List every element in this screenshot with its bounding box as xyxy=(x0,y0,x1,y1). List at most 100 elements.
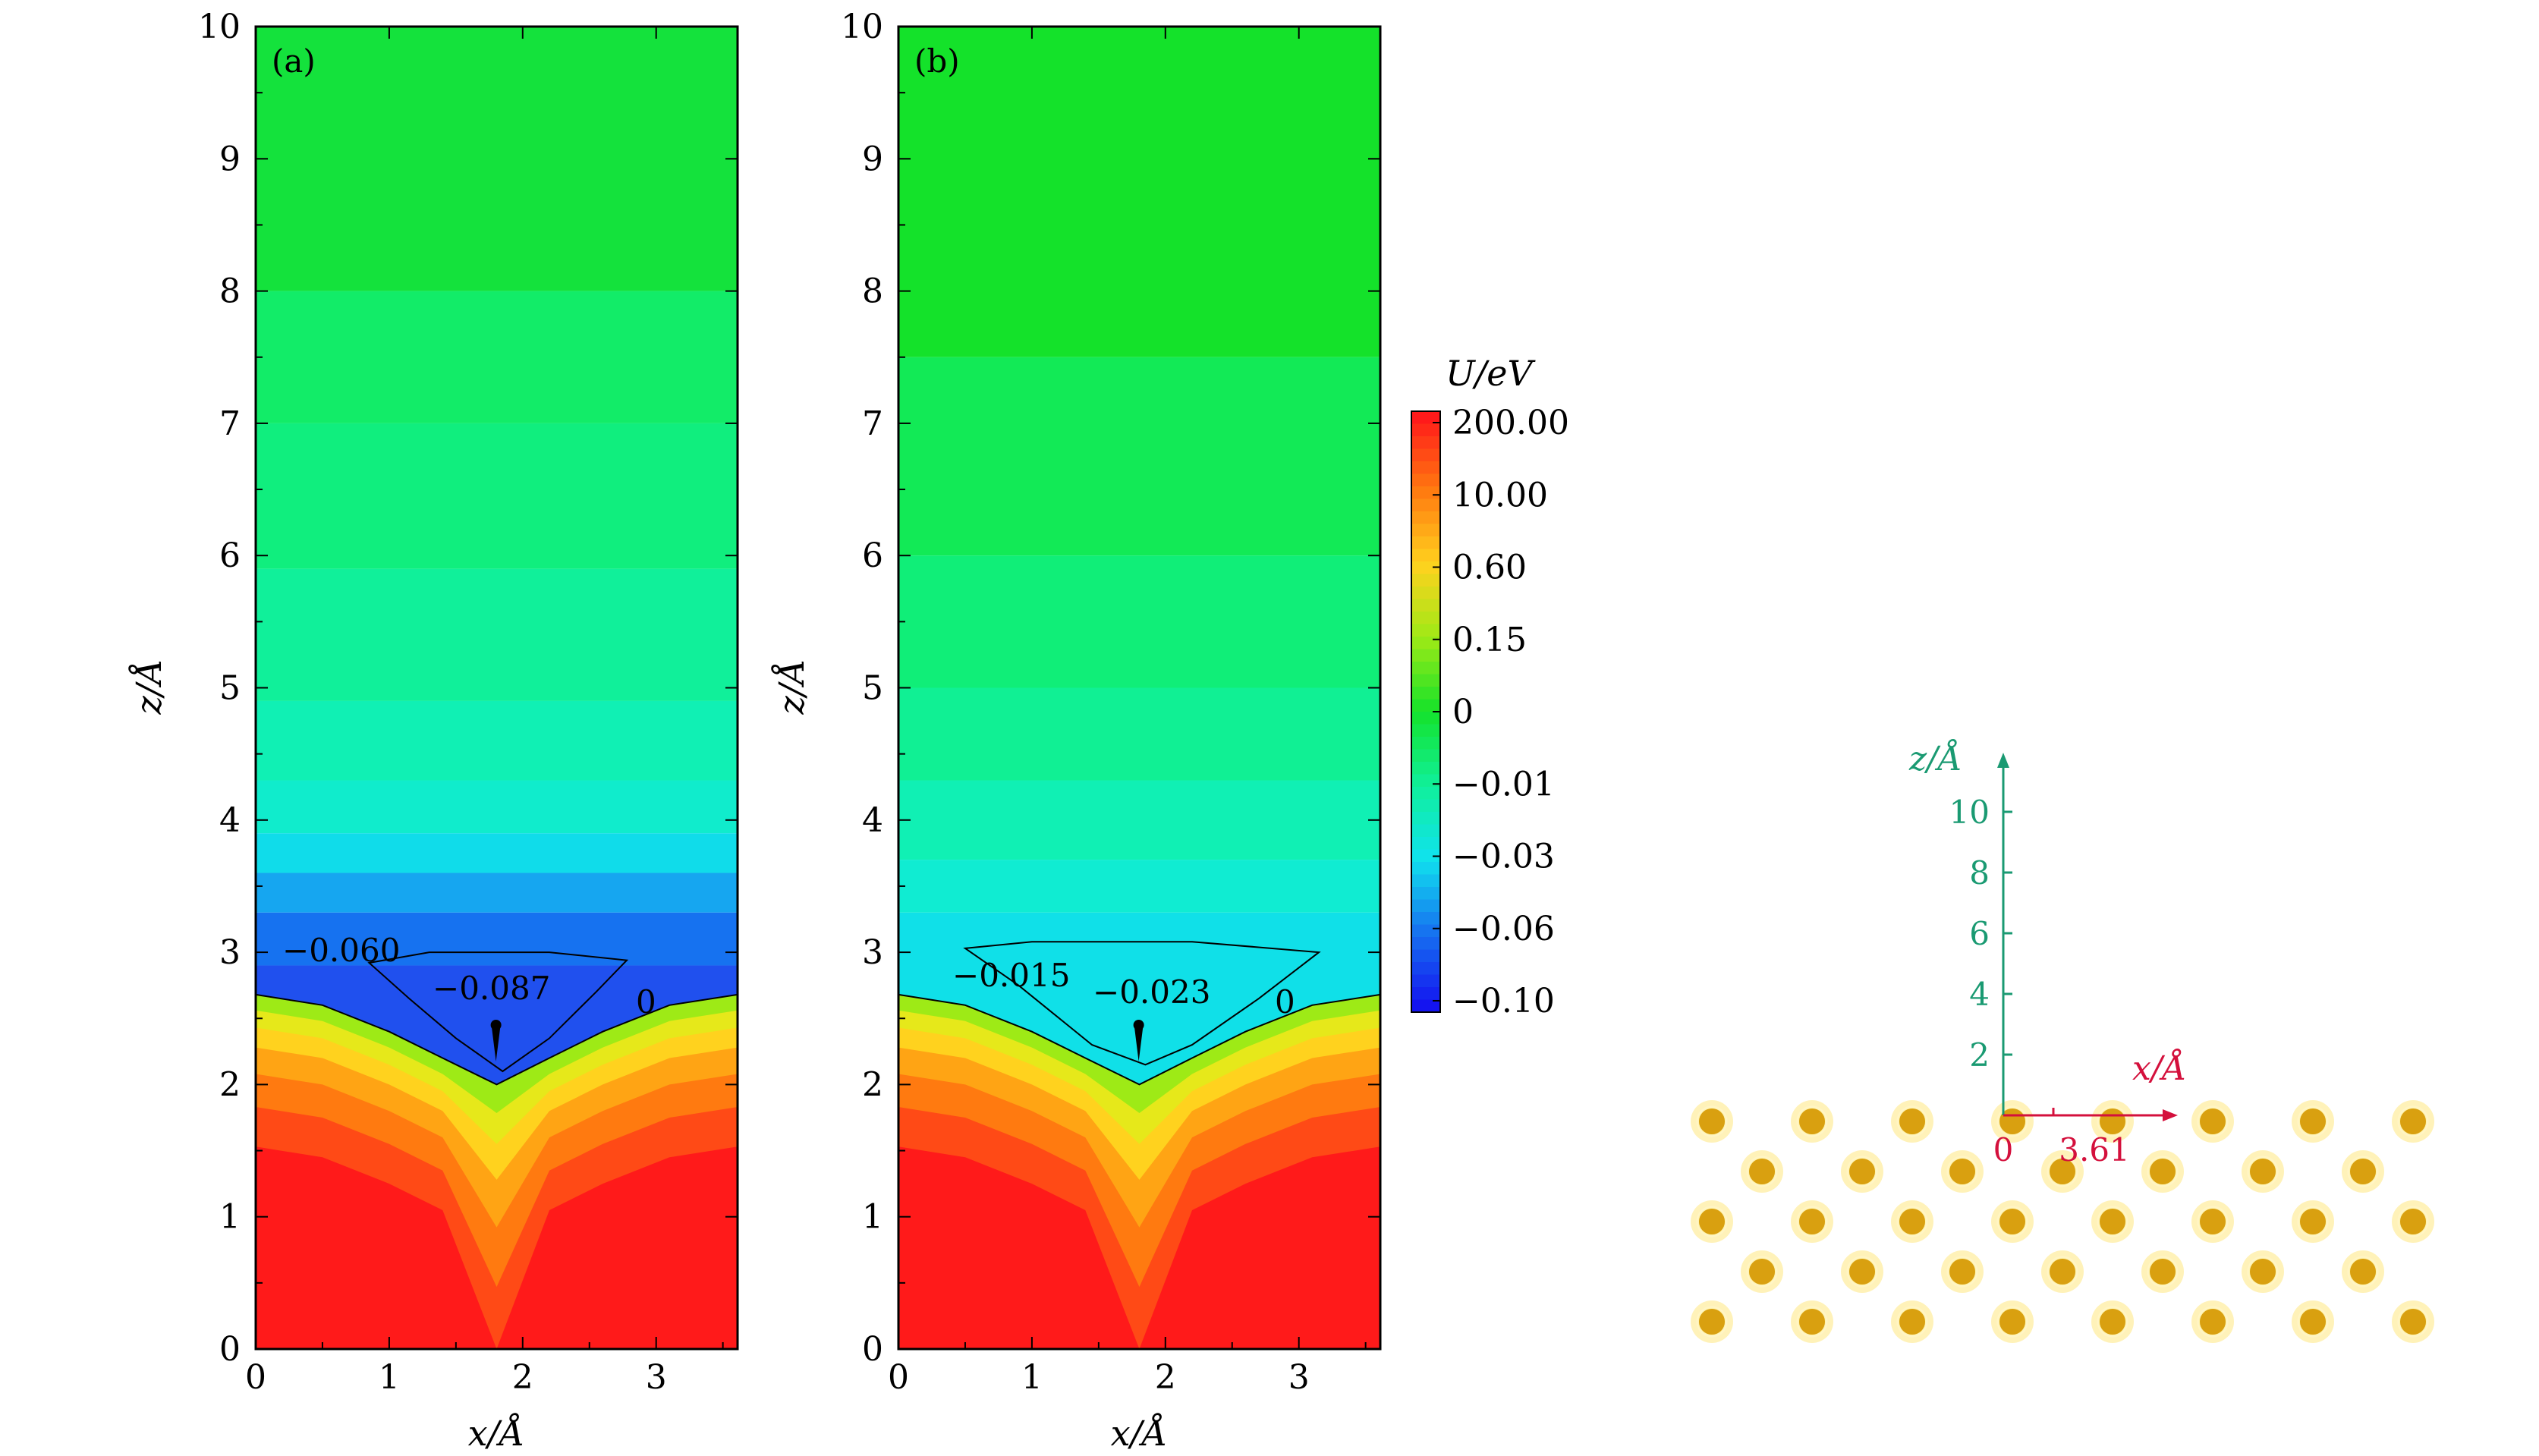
colorbar-swatch xyxy=(1411,461,1440,475)
field-band xyxy=(898,555,1380,688)
colorbar-swatch xyxy=(1411,423,1440,437)
colorbar-swatch xyxy=(1411,712,1440,725)
atom-core xyxy=(1899,1109,1925,1134)
atom-core xyxy=(2250,1259,2276,1285)
x-tick-label: 2 xyxy=(1155,1358,1176,1397)
field-band xyxy=(256,291,738,423)
colorbar-swatch xyxy=(1411,762,1440,775)
field-band xyxy=(898,780,1380,860)
atom-core xyxy=(2400,1309,2426,1335)
z-axis-ticks: 2 4 6 8 10 xyxy=(1949,794,2012,1074)
colorbar-swatch xyxy=(1411,887,1440,901)
y-tick-label: 10 xyxy=(198,8,241,46)
field-band xyxy=(898,357,1380,556)
panel-b-contours xyxy=(898,941,1381,1086)
atom-core xyxy=(1999,1209,2025,1234)
panel-a-contour-label-inner: −0.087 xyxy=(433,970,550,1007)
z-axis-arrowhead xyxy=(1997,753,2009,768)
colorbar-swatch xyxy=(1411,899,1440,913)
panel-a-field xyxy=(256,27,738,1085)
panel-a-y-axis-label: z/Å xyxy=(127,659,169,715)
field-band xyxy=(256,27,738,291)
panel-a: 0 1 2 3 0 1 2 3 4 5 6 7 8 9 10 (a) x/Å z/Å 0 −0.060 −… xyxy=(127,8,739,1454)
panel-b-x-ticks: 0 1 2 3 xyxy=(888,27,1367,1397)
colorbar-swatch xyxy=(1411,912,1440,926)
y-tick-label: 0 xyxy=(219,1330,241,1369)
panel-b-contour-label-zero: 0 xyxy=(1275,983,1295,1020)
y-tick-label: 8 xyxy=(862,272,883,311)
contour-outer xyxy=(963,941,1321,1066)
z-tick-label: 2 xyxy=(1969,1036,1990,1074)
colorbar-swatch xyxy=(1411,974,1440,988)
y-tick-label: 2 xyxy=(219,1065,241,1104)
colorbar-swatch xyxy=(1411,812,1440,825)
panel-a-contour-label-outer: −0.060 xyxy=(282,932,400,969)
atom-core xyxy=(2100,1209,2125,1234)
panel-b-contour-label-inner: −0.023 xyxy=(1093,973,1210,1011)
atom-core xyxy=(2050,1159,2075,1184)
y-tick-label: 6 xyxy=(862,536,883,575)
colorbar-tick-label: −0.03 xyxy=(1452,838,1555,876)
colorbar-swatch xyxy=(1411,574,1440,587)
atom-core xyxy=(2300,1109,2326,1134)
contour-zero xyxy=(898,993,1381,1086)
colorbar-swatch xyxy=(1411,949,1440,963)
colorbar-tick-label: −0.06 xyxy=(1452,910,1555,948)
field-band xyxy=(256,912,738,966)
z-tick-label: 10 xyxy=(1949,794,1990,831)
colorbar-swatch xyxy=(1411,674,1440,687)
colorbar-swatch xyxy=(1411,687,1440,700)
atom-core xyxy=(1799,1309,1825,1335)
colorbar-swatch xyxy=(1411,624,1440,637)
x-tick-label: 0 xyxy=(245,1358,266,1397)
atom-core xyxy=(1899,1209,1925,1234)
atom-core xyxy=(1699,1109,1725,1134)
panel-b-y-ticks: 0 1 2 3 4 5 6 7 8 9 10 xyxy=(841,8,1380,1369)
atom-core xyxy=(2350,1159,2376,1184)
surface-core-right xyxy=(576,1216,738,1349)
colorbar: 200.00 10.00 0.60 0.15 0 −0.01 −0.03 −0.06 −0.10… xyxy=(1411,353,1569,1020)
atom-core xyxy=(1799,1209,1825,1234)
colorbar-swatch xyxy=(1411,411,1440,425)
colorbar-swatch xyxy=(1411,774,1440,788)
field-band xyxy=(898,687,1380,781)
atom-core xyxy=(1799,1109,1825,1134)
colorbar-tick-label: 0.15 xyxy=(1452,621,1527,659)
z-tick-label: 6 xyxy=(1969,915,1990,952)
colorbar-tick-label: 10.00 xyxy=(1452,476,1548,514)
atom-core xyxy=(1699,1309,1725,1335)
atom-core xyxy=(2100,1309,2125,1335)
panel-b-field xyxy=(898,27,1380,1085)
y-tick-label: 8 xyxy=(219,272,241,311)
atom-core xyxy=(2050,1259,2075,1285)
atom-core xyxy=(2350,1259,2376,1285)
panel-a-surface-fill xyxy=(256,994,738,1349)
atom-core xyxy=(1699,1209,1725,1234)
lattice-constant-label: 3.61 xyxy=(2059,1131,2130,1168)
colorbar-tick-label: 200.00 xyxy=(1452,404,1569,442)
field-band xyxy=(256,873,738,913)
colorbar-swatch xyxy=(1411,662,1440,675)
panel-b-label: (b) xyxy=(914,42,960,80)
contour-zero xyxy=(255,993,738,1086)
colorbar-tick-label: 0.60 xyxy=(1452,549,1527,587)
colorbar-swatch xyxy=(1411,498,1440,512)
x-tick-label: 3 xyxy=(1288,1358,1310,1397)
colorbar-swatch xyxy=(1411,436,1440,450)
surface-core-left xyxy=(898,1216,1059,1349)
panel-b: 0 1 2 3 0 1 2 3 4 5 6 7 8 9 10 (b) x/Å z/Å 0 −0.015 −… xyxy=(770,8,1382,1454)
atom-core xyxy=(2100,1109,2125,1134)
colorbar-swatch xyxy=(1411,799,1440,813)
z-tick-label: 4 xyxy=(1969,976,1990,1013)
minimum-marker xyxy=(491,1024,501,1061)
colorbar-ticks: 200.00 10.00 0.60 0.15 0 −0.01 −0.03 −0.06 −0.10 xyxy=(1433,404,1569,1020)
z-axis-label: z/Å xyxy=(1908,738,1962,778)
colorbar-swatch xyxy=(1411,599,1440,612)
surface-core-left xyxy=(256,1216,417,1349)
field-band xyxy=(898,860,1380,913)
atom-core xyxy=(1749,1259,1775,1285)
colorbar-swatch xyxy=(1411,999,1440,1013)
colorbar-tick-label: 0 xyxy=(1452,693,1474,731)
colorbar-swatch xyxy=(1411,586,1440,600)
y-tick-label: 2 xyxy=(862,1065,883,1104)
